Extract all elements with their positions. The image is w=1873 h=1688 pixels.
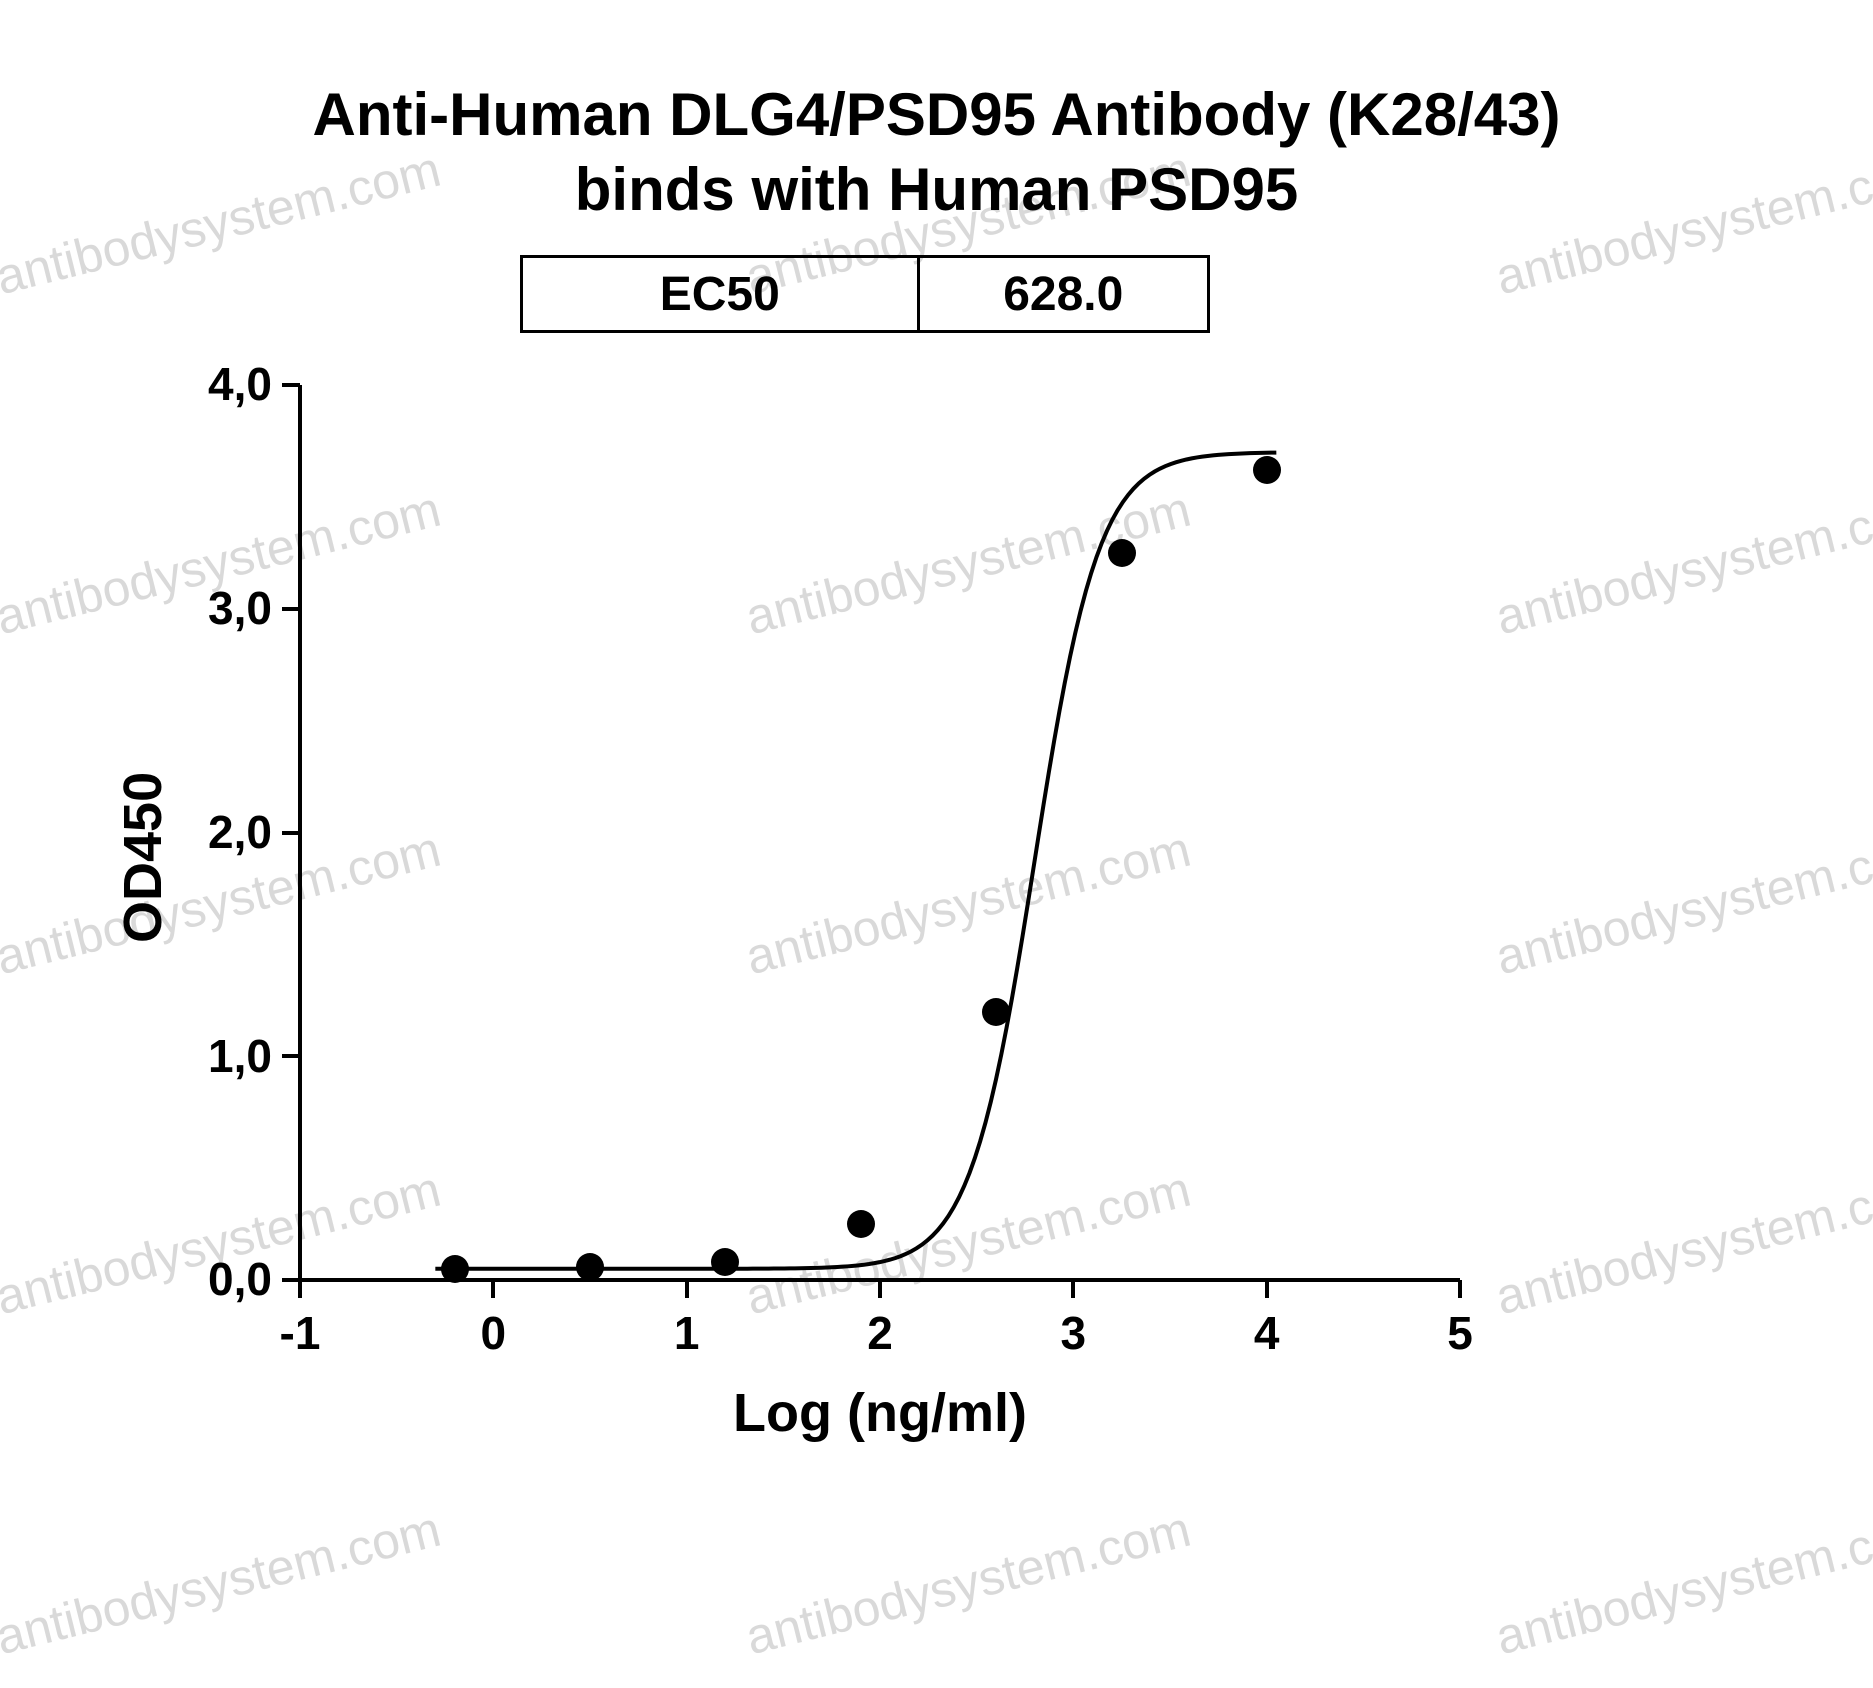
x-tick-label: 1 bbox=[657, 1306, 717, 1360]
plot-area bbox=[300, 385, 1460, 1280]
watermark-text: antibodysystem.com bbox=[1490, 820, 1873, 987]
y-tick bbox=[282, 383, 300, 387]
data-point bbox=[711, 1248, 739, 1276]
x-tick bbox=[1458, 1280, 1462, 1298]
y-tick-label: 2,0 bbox=[152, 805, 272, 859]
ec50-table: EC50 628.0 bbox=[520, 255, 1210, 333]
data-point bbox=[1253, 456, 1281, 484]
x-tick bbox=[685, 1280, 689, 1298]
x-tick-label: 2 bbox=[850, 1306, 910, 1360]
watermark-text: antibodysystem.com bbox=[1490, 480, 1873, 647]
x-tick bbox=[491, 1280, 495, 1298]
y-tick bbox=[282, 1054, 300, 1058]
y-tick-label: 4,0 bbox=[152, 357, 272, 411]
x-tick-label: 4 bbox=[1237, 1306, 1297, 1360]
x-tick bbox=[878, 1280, 882, 1298]
x-tick-label: 5 bbox=[1430, 1306, 1490, 1360]
data-point bbox=[576, 1253, 604, 1281]
x-tick-label: 0 bbox=[463, 1306, 523, 1360]
data-point bbox=[1108, 539, 1136, 567]
data-point bbox=[847, 1210, 875, 1238]
watermark-text: antibodysystem.com bbox=[0, 1500, 446, 1667]
ec50-label-cell: EC50 bbox=[523, 258, 920, 330]
watermark-text: antibodysystem.com bbox=[740, 1500, 1196, 1667]
y-tick bbox=[282, 831, 300, 835]
fit-curve bbox=[300, 385, 1460, 1280]
chart-title-line1: Anti-Human DLG4/PSD95 Antibody (K28/43) bbox=[0, 80, 1873, 149]
x-tick bbox=[1265, 1280, 1269, 1298]
data-point bbox=[982, 998, 1010, 1026]
x-tick-label: -1 bbox=[270, 1306, 330, 1360]
y-tick-label: 3,0 bbox=[152, 581, 272, 635]
y-tick-label: 1,0 bbox=[152, 1029, 272, 1083]
y-tick bbox=[282, 1278, 300, 1282]
watermark-text: antibodysystem.com bbox=[1490, 1500, 1873, 1667]
x-tick bbox=[1071, 1280, 1075, 1298]
watermark-text: antibodysystem.com bbox=[1490, 1160, 1873, 1327]
x-axis-title: Log (ng/ml) bbox=[300, 1382, 1460, 1444]
data-point bbox=[441, 1255, 469, 1283]
x-tick bbox=[298, 1280, 302, 1298]
x-tick-label: 3 bbox=[1043, 1306, 1103, 1360]
ec50-value-cell: 628.0 bbox=[920, 258, 1207, 330]
chart-title-line2: binds with Human PSD95 bbox=[0, 155, 1873, 224]
y-tick bbox=[282, 607, 300, 611]
y-tick-label: 0,0 bbox=[152, 1252, 272, 1306]
